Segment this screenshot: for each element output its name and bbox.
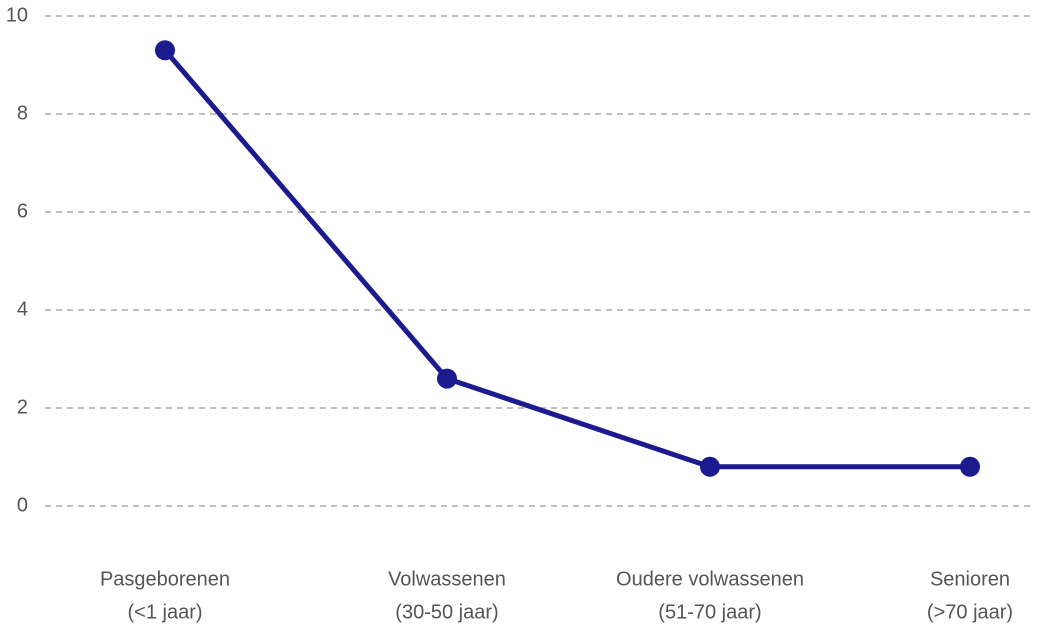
y-tick-label: 0 [17, 494, 28, 516]
x-tick-label: Oudere volwassenen [616, 568, 804, 590]
x-tick-label: Senioren [930, 568, 1010, 590]
y-tick-label: 2 [17, 396, 28, 418]
data-point [960, 456, 980, 477]
y-tick-label: 8 [17, 102, 28, 124]
x-tick-label: (30-50 jaar) [395, 601, 498, 623]
data-point [700, 456, 720, 477]
x-tick-label: (51-70 jaar) [658, 601, 761, 623]
x-tick-label: Pasgeborenen [100, 568, 230, 590]
x-tick-label: Volwassenen [388, 568, 506, 590]
x-tick-label: (>70 jaar) [927, 601, 1013, 623]
y-tick-label: 4 [17, 298, 28, 320]
x-tick-label: (<1 jaar) [127, 601, 202, 623]
y-tick-label: 10 [6, 4, 28, 26]
data-point [155, 40, 175, 61]
data-line [163, 48, 970, 470]
data-point [437, 368, 457, 389]
y-tick-label: 6 [17, 200, 28, 222]
